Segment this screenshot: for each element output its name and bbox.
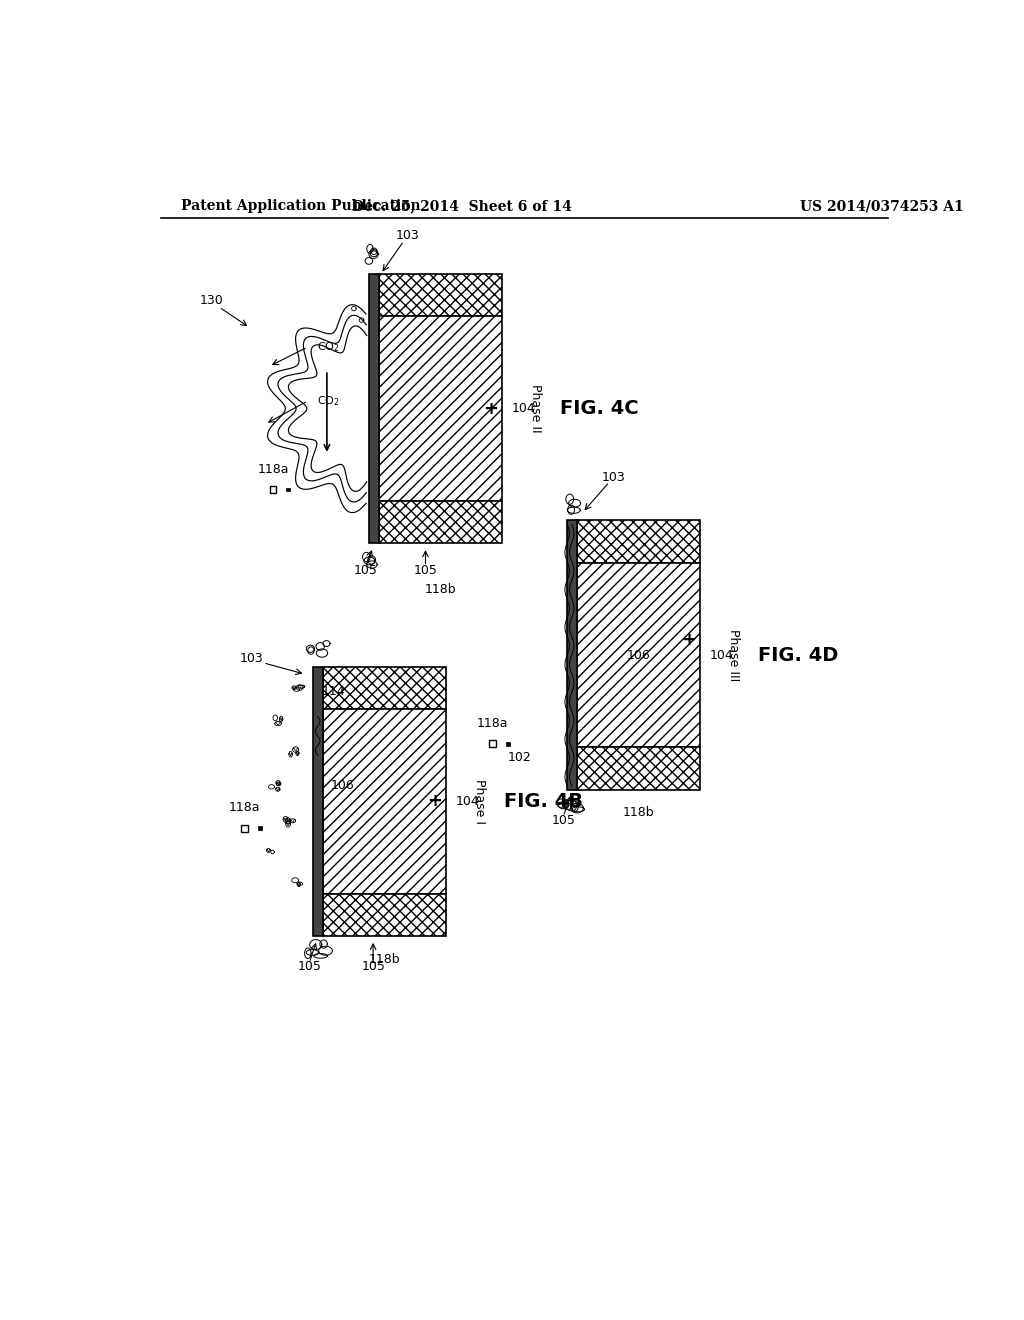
Text: 103: 103: [601, 471, 626, 484]
Text: 114: 114: [322, 685, 345, 698]
Text: 105: 105: [414, 564, 437, 577]
Bar: [241, 825, 248, 832]
Text: FIG. 4C: FIG. 4C: [560, 399, 639, 418]
Text: 118b: 118b: [623, 807, 654, 820]
Text: +: +: [681, 631, 696, 648]
Text: 102: 102: [508, 751, 531, 764]
Text: CO$_2$: CO$_2$: [316, 341, 340, 354]
Text: 105: 105: [551, 814, 575, 828]
Text: 103: 103: [396, 228, 420, 242]
Bar: [578, 747, 700, 789]
Bar: [379, 317, 503, 502]
Text: 118a: 118a: [228, 801, 260, 814]
Bar: [313, 667, 323, 936]
Text: 105: 105: [297, 961, 322, 973]
Bar: [506, 742, 510, 746]
Text: 105: 105: [353, 564, 378, 577]
Text: FIG. 4B: FIG. 4B: [504, 792, 583, 810]
Text: 104: 104: [456, 795, 479, 808]
Text: Patent Application Publication: Patent Application Publication: [180, 199, 420, 213]
Bar: [379, 275, 503, 317]
Text: FIG. 4D: FIG. 4D: [758, 645, 839, 664]
Bar: [323, 709, 446, 894]
Text: Dec. 25, 2014  Sheet 6 of 14: Dec. 25, 2014 Sheet 6 of 14: [351, 199, 571, 213]
Text: 104: 104: [512, 403, 536, 416]
Bar: [578, 562, 700, 747]
Bar: [258, 826, 262, 830]
Bar: [269, 486, 276, 492]
Bar: [567, 520, 578, 789]
Text: 103: 103: [240, 652, 263, 665]
Text: 118b: 118b: [425, 583, 457, 597]
Text: 118a: 118a: [477, 717, 508, 730]
Bar: [379, 502, 503, 544]
Text: 106: 106: [331, 779, 354, 792]
Bar: [323, 894, 446, 936]
Text: US 2014/0374253 A1: US 2014/0374253 A1: [801, 199, 965, 213]
Text: Phase III: Phase III: [727, 628, 740, 681]
Text: 106: 106: [627, 648, 650, 661]
Bar: [578, 520, 700, 562]
Text: +: +: [483, 400, 499, 417]
Text: Phase II: Phase II: [529, 384, 543, 433]
Text: Phase I: Phase I: [473, 779, 486, 824]
Text: 130: 130: [200, 294, 223, 308]
Bar: [489, 741, 496, 747]
Bar: [287, 487, 291, 491]
Text: 118b: 118b: [369, 953, 400, 966]
Bar: [370, 275, 379, 544]
Text: 105: 105: [361, 961, 385, 973]
Text: CO$_2$: CO$_2$: [316, 395, 340, 408]
Bar: [323, 667, 446, 709]
Text: 104: 104: [710, 648, 733, 661]
Text: +: +: [427, 792, 442, 810]
Text: 118a: 118a: [257, 462, 289, 475]
